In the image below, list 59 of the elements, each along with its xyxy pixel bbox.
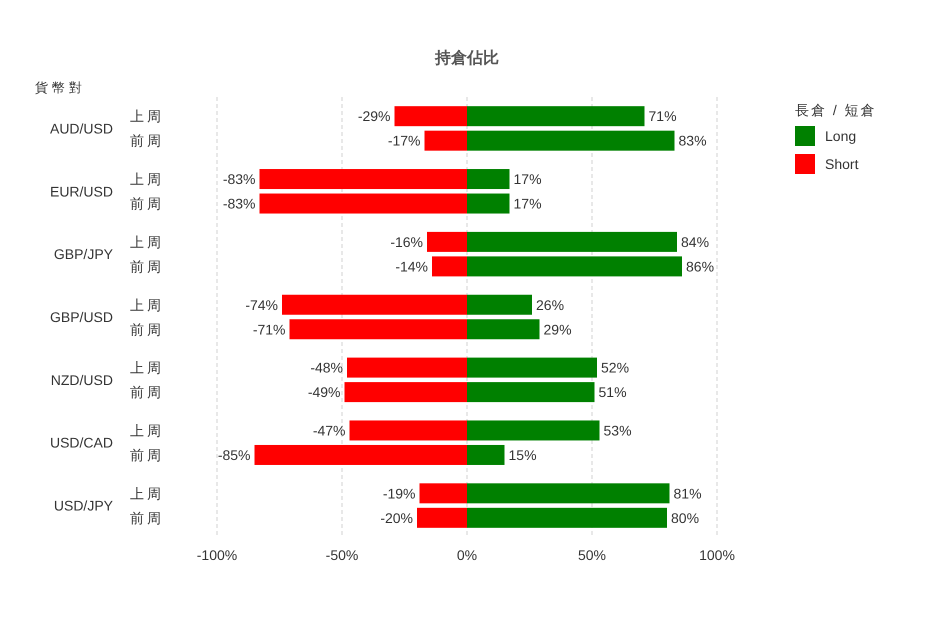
data-label: 53%	[604, 422, 632, 438]
text: NZD/USD	[50, 372, 113, 388]
y-tick-label: 前周	[130, 258, 164, 274]
data-label: -48%	[310, 360, 343, 376]
y-tick-label: 前周	[130, 196, 164, 212]
y-tick-label: 上周	[130, 422, 164, 438]
data-label: 26%	[536, 296, 564, 313]
data-label: 81%	[674, 485, 702, 502]
y-tick-label: 上周	[130, 108, 164, 124]
text: EUR/USD	[50, 183, 113, 200]
data-label: -71%	[252, 321, 286, 338]
data-label: -85%	[218, 446, 250, 463]
y-tick-label: 上周	[130, 171, 164, 188]
data-label: 86%	[686, 258, 714, 274]
data-label: 83%	[678, 132, 707, 149]
y-tick-label: 上周	[130, 234, 164, 250]
x-tick-label: 50%	[578, 547, 606, 563]
text: USD/JPY	[54, 498, 114, 514]
data-label: -83%	[222, 196, 256, 212]
data-label: -20%	[380, 510, 413, 526]
y-tick-label: 前周	[130, 132, 164, 149]
x-tick-label: 100%	[699, 547, 735, 563]
data-label: -19%	[382, 485, 416, 502]
x-tick-label: 0%	[456, 547, 478, 563]
data-label: -47%	[312, 422, 346, 438]
legend-title: 長倉 / 短倉	[795, 102, 877, 118]
data-label: 84%	[681, 234, 710, 250]
data-label: 29%	[544, 321, 572, 338]
y-tick-label: 上周	[130, 296, 164, 313]
text: GBP/JPY	[54, 246, 114, 262]
data-label: -16%	[390, 234, 423, 250]
text: AUD/USD	[50, 120, 113, 136]
data-label: -49%	[308, 384, 340, 400]
chart-title: 持倉佔比	[434, 49, 499, 67]
data-label: 52%	[601, 360, 630, 376]
text: USD/CAD	[50, 434, 113, 451]
legend-label: Long	[825, 128, 856, 144]
legend-label: Short	[825, 156, 859, 172]
data-label: -74%	[245, 296, 278, 313]
y-tick-label: 上周	[130, 360, 164, 376]
y-tick-label: 上周	[130, 485, 164, 502]
x-tick-label: -50%	[326, 547, 358, 563]
y-tick-label: 前周	[130, 321, 164, 338]
data-label: -29%	[358, 108, 390, 124]
data-label: 80%	[671, 510, 700, 526]
data-label: -83%	[222, 171, 256, 188]
data-label: 15%	[508, 446, 537, 463]
data-label: 71%	[648, 108, 677, 124]
data-label: -14%	[395, 258, 428, 274]
y-tick-label: 前周	[130, 384, 164, 400]
text: GBP/USD	[50, 309, 113, 325]
data-label: 17%	[514, 196, 542, 212]
x-tick-label: -100%	[196, 547, 238, 563]
data-label: 17%	[514, 171, 542, 188]
y-axis-title: 貨幣對	[35, 80, 86, 95]
y-tick-label: 前周	[130, 446, 164, 463]
data-label: -17%	[388, 132, 420, 149]
y-tick-label: 前周	[130, 510, 164, 526]
data-label: 51%	[598, 384, 627, 400]
